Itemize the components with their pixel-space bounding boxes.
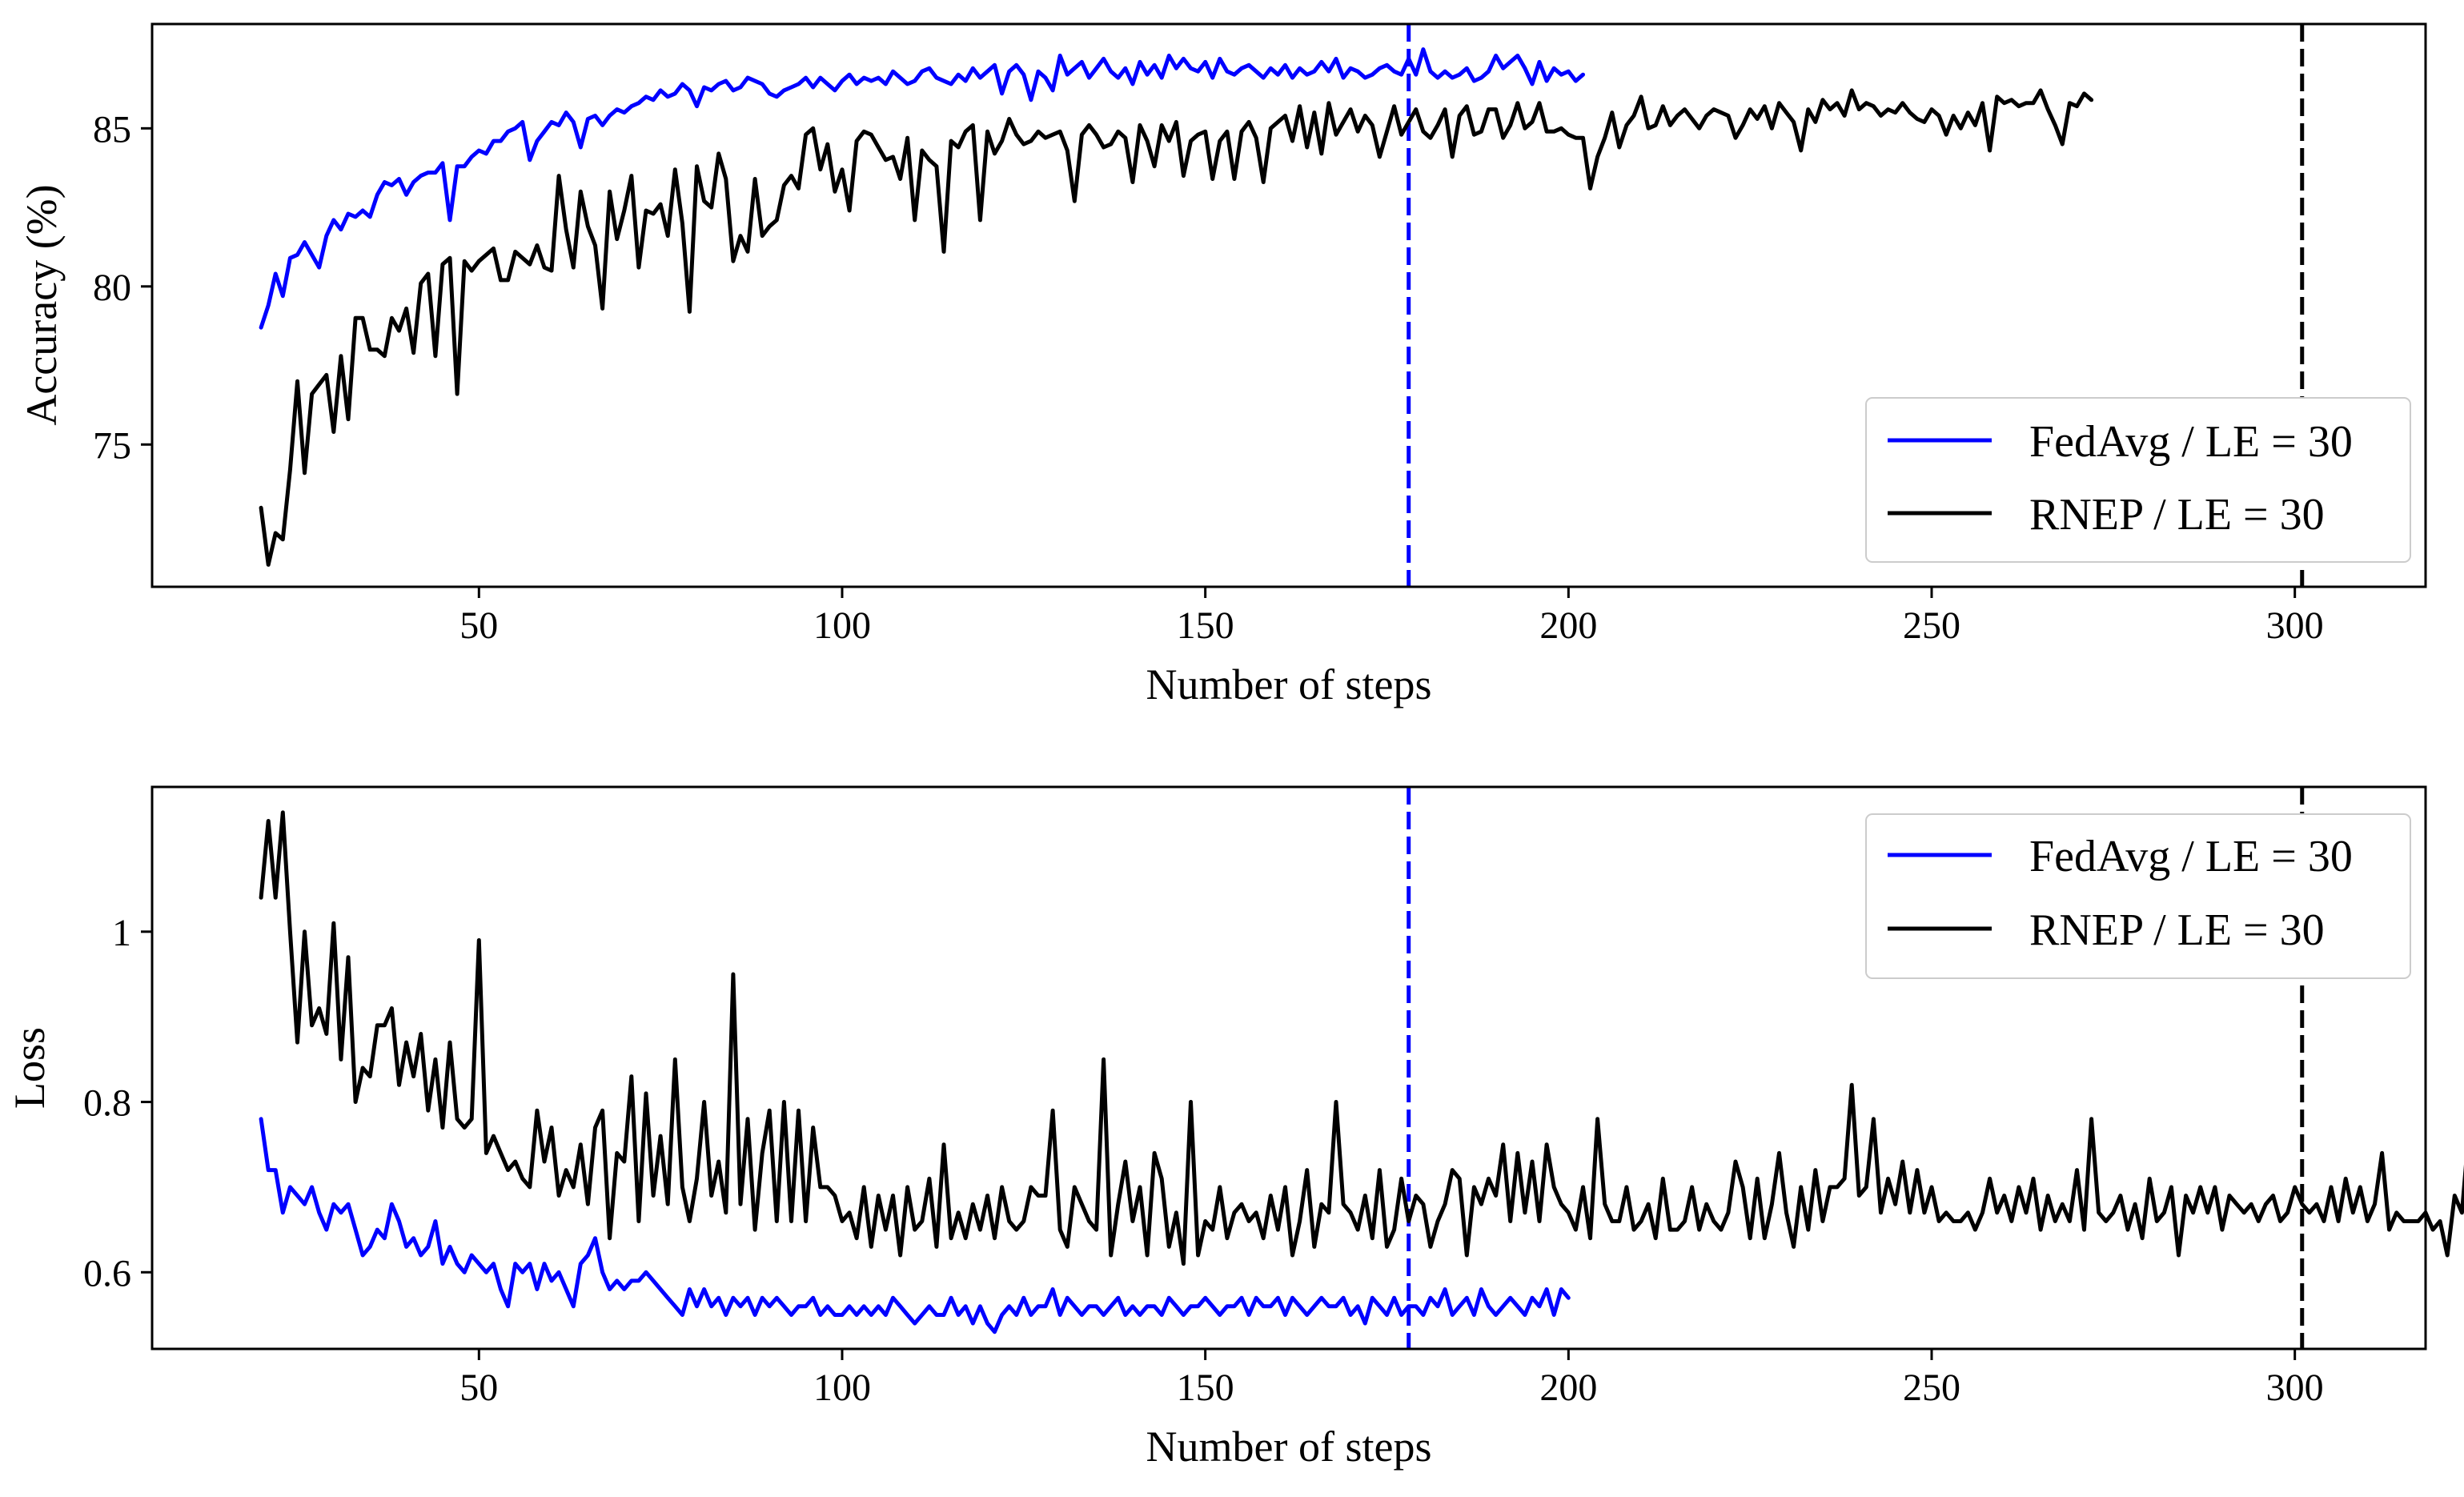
accuracy-xtick-label-50: 50 — [459, 604, 498, 647]
loss-xlabel: Number of steps — [1146, 1423, 1432, 1471]
accuracy-ytick-label-75: 75 — [93, 424, 131, 467]
accuracy-xtick-label-250: 250 — [1903, 604, 1960, 647]
loss-legend-label-rnep: RNEP / LE = 30 — [2029, 905, 2325, 955]
loss-series-fedavg-line — [259, 1117, 1571, 1334]
loss-ylabel: Loss — [6, 1027, 54, 1109]
loss-xtick-label-50: 50 — [459, 1367, 498, 1409]
accuracy-panel: 50 100 150 200 250 300 75 80 85 Number of steps… — [18, 22, 2427, 708]
accuracy-xtick-label-300: 300 — [2266, 604, 2324, 647]
accuracy-xtick-label-100: 100 — [813, 604, 871, 647]
accuracy-legend-box — [1865, 397, 2411, 563]
loss-legend-label-fedavg: FedAvg / LE = 30 — [2029, 832, 2353, 881]
accuracy-plot-frame — [150, 22, 2427, 588]
accuracy-series-fedavg-line — [259, 47, 1585, 330]
loss-panel: 50 100 150 200 250 300 0.6 0.8 1 Number of step… — [6, 785, 2464, 1471]
accuracy-series-rnep-line — [259, 88, 2094, 567]
loss-legend-box — [1865, 813, 2411, 979]
accuracy-ytick-label-85: 85 — [93, 108, 131, 151]
loss-xtick-label-300: 300 — [2266, 1367, 2324, 1409]
loss-xtick-label-150: 150 — [1177, 1367, 1234, 1409]
loss-plot-frame — [150, 785, 2427, 1351]
accuracy-legend: FedAvg / LE = 30 RNEP / LE = 30 — [1865, 397, 2411, 563]
loss-ytick-label-0.8: 0.8 — [83, 1082, 131, 1125]
accuracy-ytick-label-80: 80 — [93, 267, 131, 309]
accuracy-ylabel: Accuracy (%) — [18, 184, 66, 425]
accuracy-legend-label-rnep: RNEP / LE = 30 — [2029, 490, 2325, 540]
loss-xtick-label-250: 250 — [1903, 1367, 1960, 1409]
loss-ytick-label-1: 1 — [112, 912, 131, 954]
loss-series-rnep-line — [259, 810, 2464, 1266]
accuracy-legend-label-fedavg: FedAvg / LE = 30 — [2029, 417, 2353, 467]
loss-legend: FedAvg / LE = 30 RNEP / LE = 30 — [1865, 813, 2411, 979]
loss-ytick-label-0.6: 0.6 — [83, 1252, 131, 1294]
loss-xtick-label-200: 200 — [1539, 1367, 1597, 1409]
loss-xtick-label-100: 100 — [813, 1367, 871, 1409]
accuracy-xtick-label-150: 150 — [1177, 604, 1234, 647]
accuracy-xtick-label-200: 200 — [1539, 604, 1597, 647]
accuracy-xlabel: Number of steps — [1146, 660, 1432, 708]
